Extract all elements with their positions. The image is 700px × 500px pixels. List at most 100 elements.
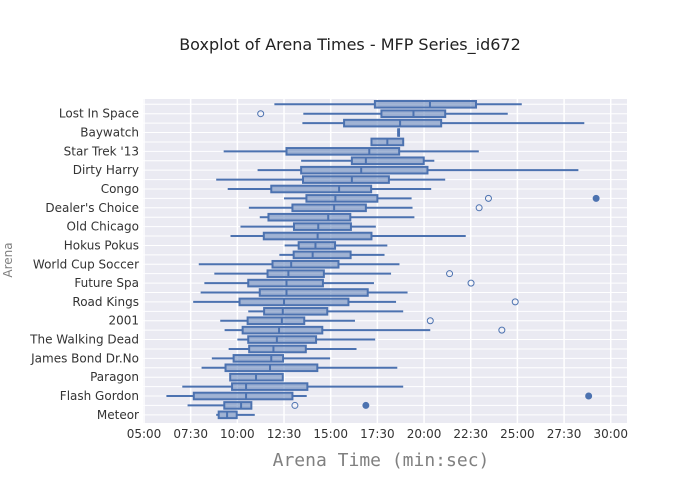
y-tick-label: Old Chicago — [67, 220, 139, 234]
box-baywatch — [397, 128, 401, 137]
y-tick-label: Congo — [101, 182, 139, 196]
outlier-point — [467, 279, 475, 287]
y-tick-label: James Bond Dr.No — [30, 351, 139, 365]
outlier-point — [426, 317, 434, 325]
box-congo — [227, 184, 432, 194]
box-unlabeled — [370, 137, 405, 147]
y-axis-label: Arena — [1, 242, 15, 277]
iqr-box — [271, 259, 340, 269]
iqr-box — [241, 325, 324, 335]
iqr-box — [266, 269, 325, 278]
box-unlabeled — [230, 231, 466, 241]
y-tick-label: Hokus Pokus — [64, 238, 139, 252]
box-james-bond-dr-no — [211, 354, 331, 363]
iqr-box — [232, 354, 285, 363]
iqr-box — [270, 184, 373, 194]
box-unlabeled — [248, 307, 404, 316]
box-unlabeled — [182, 382, 404, 391]
x-tick-label: 12:30 — [267, 427, 302, 441]
box-unlabeled — [187, 401, 370, 410]
iqr-box — [258, 288, 369, 297]
box-unlabeled — [284, 194, 600, 203]
outlier-point — [362, 401, 370, 409]
box-unlabeled — [259, 212, 415, 222]
iqr-box — [246, 316, 306, 326]
y-tick-label: 2001 — [108, 314, 139, 328]
box-unlabeled — [279, 250, 385, 260]
outlier-point — [585, 392, 593, 400]
iqr-box — [285, 147, 401, 156]
x-tick-label: 25:00 — [500, 427, 535, 441]
box-old-chicago — [240, 222, 376, 231]
y-tick-label: Baywatch — [80, 126, 139, 140]
box-unlabeled — [228, 344, 357, 354]
box-unlabeled — [301, 156, 435, 166]
iqr-box — [247, 335, 318, 344]
iqr-box — [350, 156, 425, 166]
y-tick-label: The Walking Dead — [29, 333, 139, 347]
box-flash-gordon — [166, 391, 593, 401]
box-lost-in-space — [257, 109, 508, 119]
box-2001 — [220, 316, 434, 326]
box-unlabeled — [302, 118, 585, 128]
x-axis-label: Arena Time (min:sec) — [273, 450, 490, 471]
x-tick-label: 10:00 — [220, 427, 255, 441]
box-star-trek-13 — [223, 147, 479, 156]
y-tick-label: Lost In Space — [59, 107, 139, 121]
box-unlabeled — [200, 288, 408, 297]
box-unlabeled — [201, 363, 398, 373]
y-tick-label: Dealer's Choice — [45, 201, 139, 215]
x-tick-label: 20:00 — [407, 427, 442, 441]
x-tick-label: 17:30 — [360, 427, 395, 441]
box-unlabeled — [274, 100, 522, 109]
y-tick-label: Road Kings — [72, 295, 139, 309]
iqr-box — [248, 344, 307, 354]
iqr-box — [192, 391, 294, 401]
box-dirty-harry — [257, 165, 579, 175]
box-paragon — [229, 372, 284, 382]
x-tick-label: 22:30 — [453, 427, 488, 441]
box-dealer-s-choice — [248, 203, 483, 213]
box-unlabeled — [224, 325, 506, 335]
outlier-point — [291, 401, 299, 409]
iqr-box — [231, 382, 309, 391]
iqr-box — [343, 118, 443, 128]
box-the-walking-dead — [237, 335, 376, 344]
x-tick-label: 15:00 — [313, 427, 348, 441]
outlier-point — [592, 194, 600, 202]
y-tick-label: Dirty Harry — [73, 163, 139, 177]
outlier-point — [446, 270, 454, 278]
outlier-point — [475, 204, 483, 212]
outlier-point — [257, 110, 265, 118]
box-road-kings — [193, 297, 519, 307]
iqr-box — [292, 222, 352, 231]
box-future-spa — [204, 278, 475, 288]
x-tick-label: 07:30 — [173, 427, 208, 441]
iqr-box — [291, 203, 367, 213]
y-tick-label: Paragon — [90, 370, 139, 384]
outlier-point — [511, 298, 519, 306]
iqr-box — [223, 401, 253, 410]
outlier-point — [484, 194, 492, 202]
box-meteor — [216, 410, 255, 420]
box-unlabeled — [214, 269, 454, 278]
iqr-box — [373, 100, 478, 109]
box-hokus-pokus — [284, 241, 388, 250]
iqr-box — [224, 363, 319, 373]
iqr-box — [292, 250, 352, 260]
iqr-box — [297, 241, 337, 250]
x-tick-label: 05:00 — [127, 427, 162, 441]
x-tick-label: 27:30 — [547, 427, 582, 441]
box-world-cup-soccer — [198, 259, 400, 269]
iqr-box — [238, 297, 350, 307]
iqr-box — [263, 307, 329, 316]
y-tick-label: World Cup Soccer — [33, 257, 139, 271]
y-tick-label: Meteor — [97, 408, 139, 422]
iqr-box — [300, 165, 429, 175]
x-tick-label: 30:00 — [593, 427, 628, 441]
iqr-box — [267, 212, 352, 222]
iqr-box — [305, 194, 379, 203]
iqr-box — [302, 175, 390, 184]
